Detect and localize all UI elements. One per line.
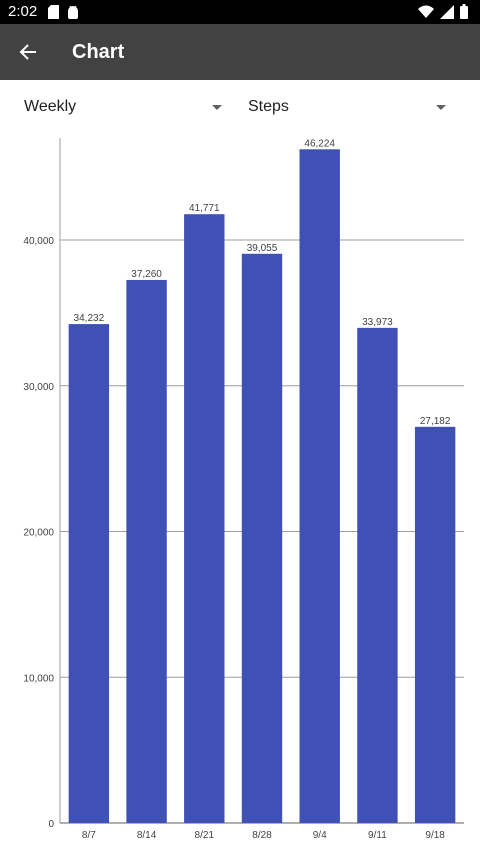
bar[interactable] [184,214,225,823]
y-tick-label: 30,000 [23,382,54,393]
y-tick-label: 40,000 [23,236,54,247]
bar-value-label: 46,224 [304,138,335,149]
sd-card-icon [48,5,59,19]
x-tick-label: 9/18 [425,830,445,841]
back-button[interactable] [8,32,48,72]
x-tick-label: 8/7 [82,830,96,841]
app-bar: Chart [0,24,480,80]
y-tick-label: 0 [48,819,54,830]
bar-value-label: 34,232 [74,313,105,324]
metric-dropdown-chevron-down-icon [436,105,446,110]
x-tick-label: 8/14 [137,830,157,841]
arrow-back-icon [19,44,36,60]
x-tick-label: 9/11 [368,830,387,841]
x-tick-label: 9/4 [313,830,327,841]
status-bar: 2:02 [0,0,480,24]
bar-value-label: 33,973 [362,317,393,328]
metric-dropdown-value: Steps [248,98,289,115]
period-dropdown-value: Weekly [24,98,77,115]
period-dropdown-chevron-down-icon [212,105,222,110]
bar-value-label: 27,182 [420,416,451,427]
x-tick-label: 8/28 [252,830,272,841]
y-tick-label: 20,000 [23,528,54,539]
steps-bar-chart: 0 10,000 20,000 30,000 40,000 34,232 8/7 37,260… [23,138,464,841]
bar[interactable] [357,327,398,823]
signal-icon [440,4,454,19]
bar[interactable] [126,279,167,823]
battery-icon [460,4,468,19]
bar-value-label: 39,055 [247,243,278,254]
bar-value-label: 37,260 [131,269,162,280]
y-tick-label: 10,000 [23,673,54,684]
period-dropdown[interactable]: Weekly [24,94,222,122]
bar[interactable] [299,149,340,823]
android-icon [68,5,78,19]
bar[interactable] [68,324,110,823]
bar[interactable] [414,426,456,823]
x-tick-label: 8/21 [195,830,215,841]
bar[interactable] [241,253,283,823]
page-title: Chart [72,41,125,63]
status-time: 2:02 [8,3,38,20]
metric-dropdown[interactable]: Steps [248,94,446,122]
wifi-icon [418,5,434,18]
bar-value-label: 41,771 [189,203,220,214]
